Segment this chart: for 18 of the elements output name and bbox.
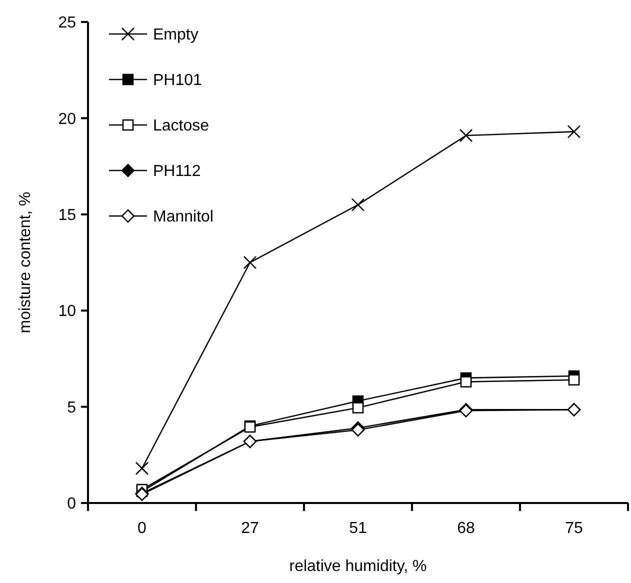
x-tick-label: 51 <box>349 520 367 537</box>
x-axis-title: relative humidity, % <box>289 558 427 575</box>
x-tick-label: 27 <box>241 520 259 537</box>
legend-label: Lactose <box>153 118 210 135</box>
legend-label: PH101 <box>153 72 202 90</box>
legend-label: Empty <box>153 26 198 44</box>
legend-label: PH112 <box>153 163 201 180</box>
y-tick-label: 25 <box>58 14 76 32</box>
y-axis-title: moisture content, % <box>17 192 34 334</box>
y-tick-label: 15 <box>58 207 76 224</box>
y-tick-label: 5 <box>67 399 76 416</box>
x-tick-label: 68 <box>457 520 475 537</box>
y-tick-label: 0 <box>67 496 76 513</box>
y-tick-label: 20 <box>58 110 76 128</box>
legend-label: Mannitol <box>153 208 214 226</box>
y-tick-label: 10 <box>58 303 76 320</box>
x-tick-label: 75 <box>565 520 583 537</box>
x-tick-label: 0 <box>138 520 147 537</box>
